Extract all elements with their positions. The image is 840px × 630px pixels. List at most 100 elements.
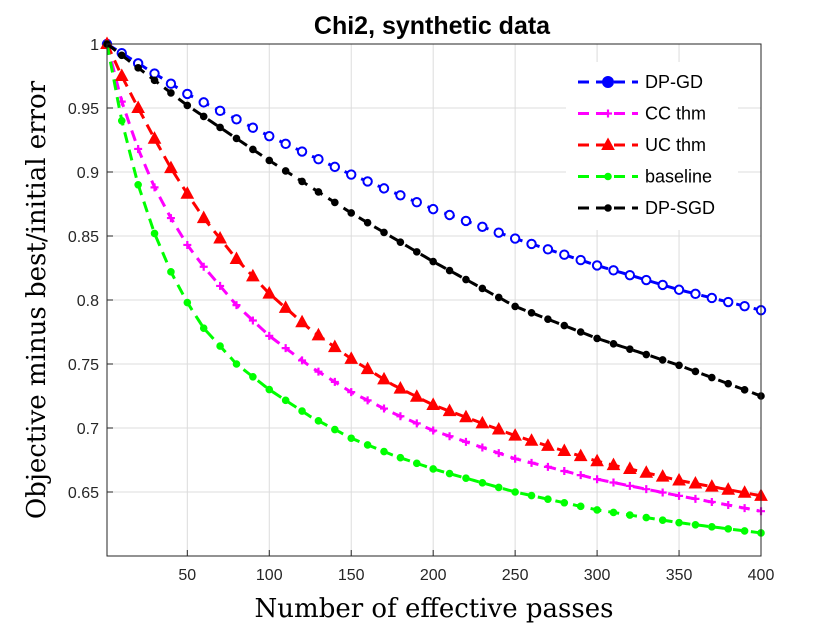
series-point-dp-sgd <box>380 228 388 237</box>
series-point-uc-thm <box>541 438 555 451</box>
legend-label-dp-gd: DP-GD <box>645 72 703 92</box>
series-point-baseline <box>609 508 618 517</box>
series-point-cc-thm <box>609 478 618 487</box>
series-point-dp-sgd <box>708 373 716 382</box>
series-point-cc-thm <box>658 488 667 497</box>
series-point-uc-thm <box>262 286 277 299</box>
series-point-uc-thm <box>623 461 637 474</box>
series-point-dp-gd <box>378 183 390 194</box>
series-point-dp-gd <box>608 265 619 276</box>
series-point-dp-gd <box>673 284 685 295</box>
series-point-uc-thm <box>508 428 522 441</box>
series-point-dp-sgd <box>658 356 667 364</box>
series-point-dp-gd <box>296 146 308 157</box>
series-point-cc-thm <box>216 281 225 290</box>
series-point-uc-thm <box>180 186 195 199</box>
series-point-dp-sgd <box>281 167 290 175</box>
series-point-dp-gd <box>559 249 570 260</box>
series-point-cc-thm <box>314 367 323 376</box>
legend-marker-dp-sgd <box>604 204 612 212</box>
series-point-baseline <box>183 298 192 307</box>
series-point-cc-thm <box>691 494 700 503</box>
series-point-baseline <box>544 495 552 503</box>
series-point-baseline <box>331 425 339 434</box>
series-point-cc-thm <box>724 501 733 510</box>
series-point-baseline <box>691 520 700 529</box>
series-point-dp-gd <box>395 190 406 201</box>
series-point-dp-gd <box>477 221 488 232</box>
series-point-uc-thm <box>246 268 260 282</box>
series-point-dp-sgd <box>511 302 519 311</box>
series-point-dp-gd <box>575 254 586 266</box>
legend: DP-GD CC thm UC thm baseline DP-SGD <box>566 62 738 230</box>
series-point-baseline <box>380 447 388 456</box>
series-point-uc-thm <box>590 453 604 467</box>
series-point-dp-sgd <box>199 112 208 121</box>
series-point-uc-thm <box>344 351 359 364</box>
series-point-dp-gd <box>542 244 554 255</box>
series-point-dp-gd <box>329 161 341 173</box>
series-point-baseline <box>445 469 454 478</box>
series-point-cc-thm <box>642 485 651 494</box>
legend-entry-cc-thm: CC thm <box>578 104 706 124</box>
series-point-baseline <box>429 465 437 473</box>
series-point-cc-thm <box>478 443 487 452</box>
series-point-dp-gd <box>444 209 455 221</box>
series-point-baseline <box>462 474 470 482</box>
series-point-dp-sgd <box>412 248 421 256</box>
series-point-dp-sgd <box>167 89 175 97</box>
series-point-dp-sgd <box>609 339 618 348</box>
series-point-dp-sgd <box>675 361 683 370</box>
series-point-baseline <box>511 488 519 496</box>
series-point-baseline <box>708 523 716 531</box>
series-point-uc-thm <box>573 448 588 462</box>
series-point-dp-sgd <box>396 238 405 246</box>
series-point-dp-sgd <box>314 188 323 196</box>
series-point-dp-gd <box>231 114 242 125</box>
series-point-uc-thm <box>147 131 162 144</box>
x-tick-label: 200 <box>420 567 447 584</box>
series-point-dp-gd <box>723 296 734 308</box>
ticks: 50 100 150 200 250 300 350 400 0.65 0.7 0.75 0.8 0.8… <box>68 37 775 584</box>
series-point-baseline <box>134 181 142 189</box>
series-point-dp-gd <box>346 169 357 180</box>
series-point-uc-thm <box>393 381 408 394</box>
series-point-baseline <box>724 525 733 533</box>
series-point-cc-thm <box>166 214 175 223</box>
series-point-dp-gd <box>624 269 636 281</box>
series-point-cc-thm <box>396 412 405 421</box>
series-point-dp-sgd <box>363 218 372 227</box>
y-tick-label: 1 <box>90 37 99 54</box>
series-point-cc-thm <box>363 396 372 405</box>
series-dp-sgd <box>103 40 765 400</box>
series-point-dp-gd <box>214 105 226 117</box>
series-point-baseline <box>298 407 306 415</box>
series-point-cc-thm <box>593 475 602 484</box>
series-point-dp-sgd <box>478 284 487 293</box>
legend-label-baseline: baseline <box>645 167 712 187</box>
series-point-uc-thm <box>196 210 211 224</box>
x-tick-label: 50 <box>178 567 196 584</box>
series-point-dp-gd <box>247 122 259 133</box>
series-point-dp-gd <box>690 288 701 300</box>
series-point-cc-thm <box>199 262 208 271</box>
series-point-uc-thm <box>409 389 424 402</box>
series-point-dp-gd <box>427 203 439 215</box>
series-point-cc-thm <box>150 183 159 192</box>
series-point-dp-gd <box>509 233 521 244</box>
series-point-uc-thm <box>229 251 244 265</box>
series-point-uc-thm <box>524 433 539 446</box>
series-point-dp-sgd <box>544 315 552 324</box>
series-point-uc-thm <box>737 485 752 498</box>
y-axis-label: Objective minus best/initial error <box>22 80 52 519</box>
x-tick-label: 250 <box>502 567 529 584</box>
legend-entry-dp-gd: DP-GD <box>578 72 703 92</box>
series-point-uc-thm <box>442 403 457 417</box>
series-point-dp-gd <box>411 197 422 208</box>
series-point-uc-thm <box>672 472 686 486</box>
series-point-dp-sgd <box>740 386 749 394</box>
series-point-baseline <box>363 441 372 449</box>
series-point-dp-sgd <box>183 101 192 110</box>
series-point-cc-thm <box>429 426 438 435</box>
legend-marker-dp-gd <box>602 76 614 88</box>
